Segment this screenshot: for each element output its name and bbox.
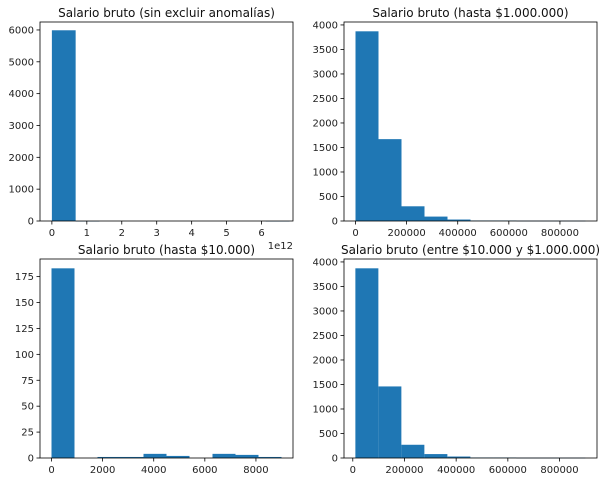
y-tick-label: 500 xyxy=(319,429,338,440)
y-tick-label: 125 xyxy=(15,324,34,335)
histogram-bar xyxy=(424,454,448,458)
x-tick-label: 400000 xyxy=(437,465,475,476)
x-tick-label: 0 xyxy=(48,465,54,476)
x-tick-label: 1 xyxy=(84,228,90,239)
y-tick-label: 4000 xyxy=(313,20,338,31)
y-tick-label: 6000 xyxy=(9,25,34,36)
y-tick-label: 3000 xyxy=(9,121,34,132)
y-tick-label: 1000 xyxy=(9,185,34,196)
chart-title: Salario bruto (hasta $10.000) xyxy=(78,243,255,257)
y-tick-label: 3000 xyxy=(313,69,338,80)
x-tick-label: 6 xyxy=(258,228,264,239)
histogram-bar xyxy=(143,453,167,458)
y-tick-label: 0 xyxy=(28,217,34,228)
chart-title: Salario bruto (hasta $1.000.000) xyxy=(372,6,568,20)
axes-frame xyxy=(39,258,294,459)
y-tick-label: 0 xyxy=(28,454,34,465)
x-tick-label: 0 xyxy=(49,228,55,239)
x-tick-label: 0 xyxy=(352,228,358,239)
y-tick-label: 75 xyxy=(21,376,34,387)
y-tick-label: 50 xyxy=(21,402,34,413)
histogram-bar xyxy=(378,139,402,221)
chart-panel-4: 0 200000 400000 600000 800000 0 500 1000 1500 200… xyxy=(313,243,601,476)
y-tick-label: 2000 xyxy=(313,355,338,366)
y-tick-label: 100 xyxy=(15,350,34,361)
x-tick-label: 2000 xyxy=(90,465,115,476)
x-tick-label: 2 xyxy=(119,228,125,239)
y-tick-label: 3500 xyxy=(313,45,338,56)
histogram-bar xyxy=(120,456,144,458)
histogram-bar xyxy=(235,454,259,458)
x-tick-label: 400000 xyxy=(439,228,477,239)
histogram-bar xyxy=(424,216,448,221)
x-offset-label: 1e12 xyxy=(268,241,293,252)
y-tick-label: 4000 xyxy=(313,257,338,268)
y-tick-label: 25 xyxy=(21,428,34,439)
y-tick-label: 2500 xyxy=(313,94,338,105)
axes-frame xyxy=(343,258,598,459)
histogram-bar xyxy=(166,455,190,458)
y-tick-label: 0 xyxy=(332,217,338,228)
x-tick-label: 200000 xyxy=(385,465,423,476)
x-tick-label: 600000 xyxy=(490,228,528,239)
histogram-bar xyxy=(447,219,471,221)
histogram-bar xyxy=(401,206,425,221)
x-tick-label: 5 xyxy=(223,228,229,239)
y-tick-label: 2500 xyxy=(313,331,338,342)
x-tick-label: 600000 xyxy=(489,465,527,476)
x-tick-label: 6000 xyxy=(192,465,217,476)
y-tick-label: 150 xyxy=(15,298,34,309)
x-tick-label: 0 xyxy=(350,465,356,476)
y-tick-label: 1000 xyxy=(313,167,338,178)
chart-panel-1: 0 1 2 3 4 5 6 0 1000 2000 3000 4000 5000 6000 Salario … xyxy=(9,6,294,252)
y-tick-label: 3500 xyxy=(313,282,338,293)
y-tick-label: 2000 xyxy=(9,153,34,164)
y-tick-label: 1500 xyxy=(313,380,338,391)
axes-frame xyxy=(343,21,598,222)
y-tick-label: 4000 xyxy=(9,89,34,100)
y-tick-label: 500 xyxy=(319,192,338,203)
y-tick-label: 1000 xyxy=(313,404,338,415)
x-tick-label: 800000 xyxy=(541,228,579,239)
histogram-bar xyxy=(258,456,282,458)
x-tick-label: 3 xyxy=(154,228,160,239)
histogram-bar xyxy=(378,386,402,458)
y-tick-label: 5000 xyxy=(9,57,34,68)
y-tick-label: 175 xyxy=(15,272,34,283)
chart-title: Salario bruto (entre $10.000 y $1.000.00… xyxy=(341,243,600,257)
histogram-bar xyxy=(51,268,75,458)
x-tick-label: 4000 xyxy=(141,465,166,476)
x-tick-label: 8000 xyxy=(243,465,268,476)
y-tick-label: 3000 xyxy=(313,306,338,317)
chart-title: Salario bruto (sin excluir anomalías) xyxy=(58,6,275,20)
y-tick-label: 1500 xyxy=(313,143,338,154)
chart-panel-3: 0 2000 4000 6000 8000 0 25 50 75 100 125 150 175 Sala… xyxy=(15,243,294,476)
histogram-bar xyxy=(355,31,379,222)
chart-panel-2: 0 200000 400000 600000 800000 0 500 1000 1500 200… xyxy=(313,6,598,239)
histogram-bar xyxy=(212,453,236,458)
histogram-bar xyxy=(51,30,76,222)
y-tick-label: 2000 xyxy=(313,118,338,129)
histogram-bar xyxy=(401,444,425,458)
histogram-bar xyxy=(355,268,379,458)
histogram-bar xyxy=(447,456,471,458)
x-tick-label: 4 xyxy=(188,228,194,239)
x-tick-label: 200000 xyxy=(388,228,426,239)
x-tick-label: 800000 xyxy=(540,465,578,476)
y-tick-label: 0 xyxy=(332,454,338,465)
histogram-bar xyxy=(97,456,121,458)
axes-frame xyxy=(39,21,294,222)
